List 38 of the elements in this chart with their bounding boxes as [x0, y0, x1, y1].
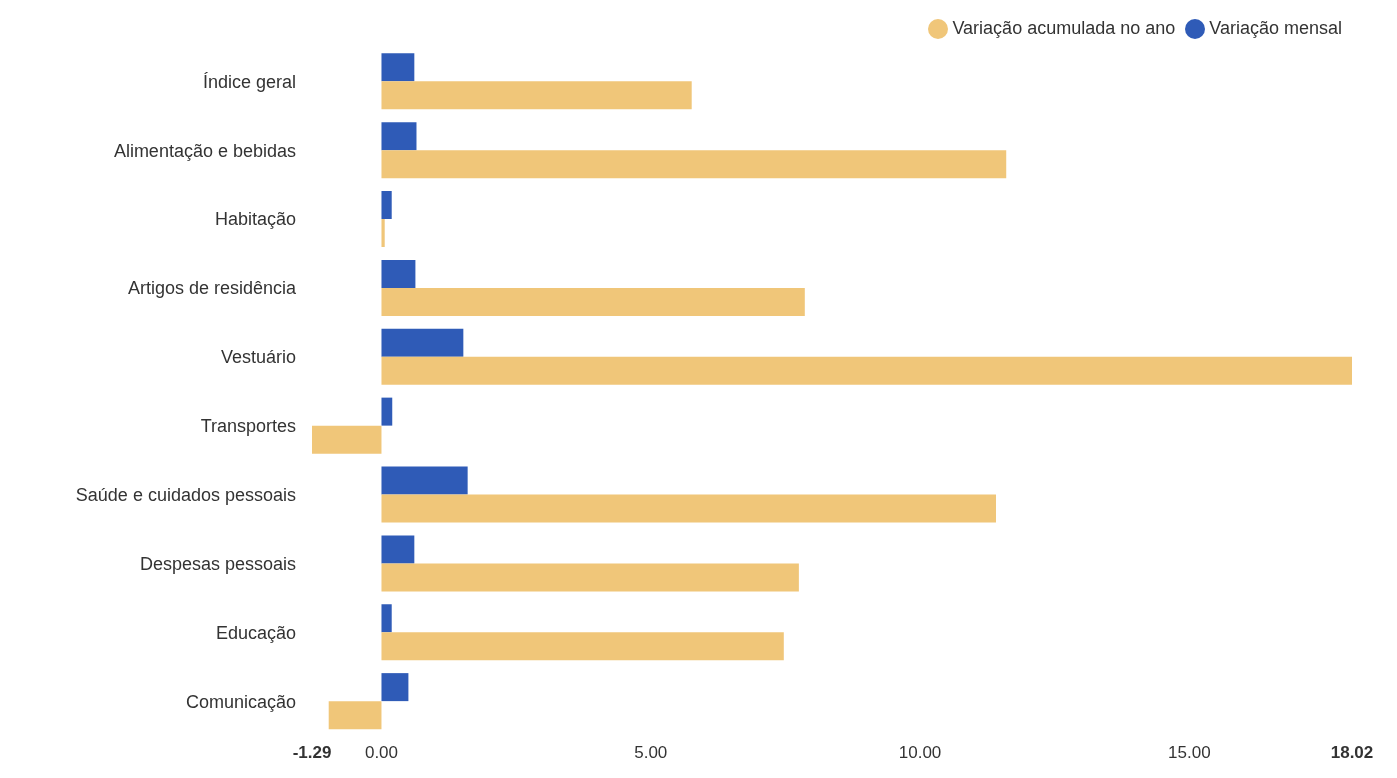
bar: [312, 425, 382, 454]
y-tick-label: Vestuário: [220, 347, 296, 368]
x-tick-label: 15.00: [1168, 743, 1211, 762]
bar: [381, 563, 799, 592]
bar: [381, 81, 692, 110]
bar: [381, 494, 996, 523]
x-tick-label: -1.29: [292, 743, 332, 762]
bar: [381, 673, 409, 702]
bar: [328, 701, 382, 730]
bar: [381, 219, 385, 247]
bar: [381, 150, 1007, 179]
y-tick-label: Transportes: [200, 416, 296, 437]
bar: [381, 122, 417, 151]
x-tick-label: 5.00: [634, 743, 668, 762]
bar: [381, 466, 468, 495]
y-tick-label: Alimentação e bebidas: [113, 140, 296, 161]
bar: [381, 632, 784, 661]
bar: [381, 397, 393, 426]
y-tick-label: Índice geral: [202, 71, 296, 92]
bar: [381, 191, 392, 219]
bar: [381, 356, 1352, 385]
legend-label: Variação mensal: [1209, 18, 1342, 38]
y-tick-label: Despesas pessoais: [139, 553, 296, 574]
y-tick-label: Habitação: [214, 209, 296, 230]
bar: [381, 604, 392, 633]
legend-label: Variação acumulada no ano: [952, 18, 1176, 38]
bar: [381, 328, 464, 357]
bar: [381, 259, 416, 288]
y-tick-label: Saúde e cuidados pessoais: [75, 484, 296, 505]
bar: [381, 535, 415, 564]
x-tick-label: 0.00: [364, 743, 399, 762]
x-tick-label: 18.02: [1330, 743, 1374, 762]
y-tick-label: Educação: [215, 622, 296, 643]
bar: [381, 287, 805, 316]
x-tick-label: 10.00: [898, 743, 942, 762]
y-tick-label: Comunicação: [185, 691, 296, 712]
y-tick-label: Artigos de residência: [127, 278, 297, 299]
bar: [381, 53, 415, 82]
